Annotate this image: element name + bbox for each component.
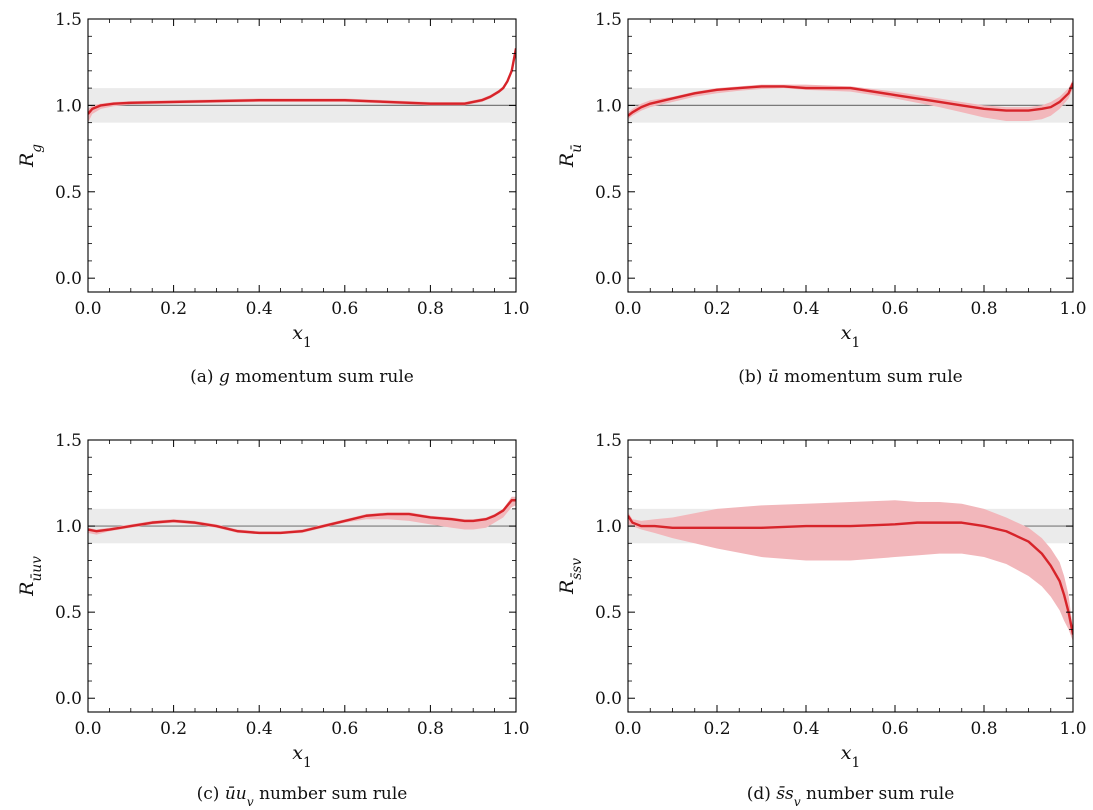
- y-axis-label-group: Rūuv: [16, 556, 45, 597]
- panel-b: 0.0 0.2 0.4 0.6 0.8 1.0 0.0 0.5 1.0 1.5 x1 Rū (b) ū …: [556, 10, 1087, 387]
- y-tick-label: 0.5: [55, 603, 82, 623]
- x-axis-label: x1: [292, 742, 311, 771]
- y-tick-label: 1.0: [55, 96, 82, 116]
- x-tick-label: 0.4: [246, 719, 273, 739]
- x-tick-label: 0.2: [160, 719, 187, 739]
- x-tick-label: 0.0: [614, 299, 641, 319]
- x-tick-label: 0.8: [417, 719, 444, 739]
- x-tick-label: 1.0: [502, 299, 529, 319]
- x-tick-label: 0.8: [970, 719, 997, 739]
- y-tick-label: 1.5: [595, 10, 622, 30]
- y-tick-label: 1.5: [595, 431, 622, 451]
- x-axis-label: x1: [841, 322, 860, 351]
- panel-caption: (d) s̄sv number sum rule: [747, 784, 955, 809]
- y-tick-label: 0.5: [595, 603, 622, 623]
- y-axis-label-group: Rg: [16, 144, 45, 168]
- x-tick-label: 0.4: [246, 299, 273, 319]
- x-tick-label: 0.0: [614, 719, 641, 739]
- uncertainty-envelope: [628, 79, 1073, 121]
- central-value-line: [628, 82, 1073, 117]
- axes-frame: [87, 18, 517, 293]
- y-axis-label: Rg: [16, 144, 45, 168]
- central-value-line: [628, 515, 1073, 635]
- y-axis-label-group: Rs̄sv: [556, 558, 585, 595]
- y-axis-label-group: Rū: [556, 144, 585, 168]
- y-tick-label: 0.5: [55, 183, 82, 203]
- x-tick-label: 1.0: [1059, 719, 1086, 739]
- x-tick-label: 0.6: [331, 299, 358, 319]
- axes-frame: [87, 439, 517, 713]
- x-tick-label: 0.6: [881, 299, 908, 319]
- x-tick-label: 1.0: [502, 719, 529, 739]
- y-tick-label: 1.0: [595, 96, 622, 116]
- y-axis-label: Rūuv: [16, 556, 45, 597]
- x-tick-label: 0.8: [417, 299, 444, 319]
- panel-c: 0.0 0.2 0.4 0.6 0.8 1.0 0.0 0.5 1.0 1.5 x1 Rūuv (c) …: [16, 431, 530, 809]
- y-axis-label: Rū: [556, 144, 585, 168]
- panel-a: 0.0 0.2 0.4 0.6 0.8 1.0 0.0 0.5 1.0 1.5 x1 Rg (a) g …: [16, 10, 530, 387]
- panel-caption: (a) g momentum sum rule: [190, 367, 414, 387]
- y-tick-label: 0.0: [55, 689, 82, 709]
- panel-caption: (b) ū momentum sum rule: [738, 367, 962, 387]
- x-tick-label: 0.8: [970, 299, 997, 319]
- x-axis-label: x1: [292, 322, 311, 351]
- x-tick-label: 1.0: [1059, 299, 1086, 319]
- y-tick-label: 1.5: [55, 10, 82, 30]
- central-value-line: [88, 48, 516, 115]
- y-tick-label: 0.0: [595, 689, 622, 709]
- central-value-line: [88, 499, 516, 535]
- axes-frame: [627, 439, 1074, 713]
- x-tick-label: 0.6: [331, 719, 358, 739]
- x-tick-label: 0.2: [160, 299, 187, 319]
- y-tick-label: 1.0: [595, 517, 622, 537]
- uncertainty-envelope: [628, 500, 1073, 642]
- y-tick-label: 1.5: [55, 431, 82, 451]
- x-tick-label: 0.0: [74, 719, 101, 739]
- x-tick-label: 0.2: [703, 299, 730, 319]
- panel-caption: (c) ūuv number sum rule: [197, 784, 408, 809]
- x-axis-label: x1: [841, 742, 860, 771]
- x-tick-label: 0.0: [74, 299, 101, 319]
- axes-frame: [627, 18, 1074, 293]
- x-tick-label: 0.4: [792, 299, 819, 319]
- y-tick-label: 0.0: [55, 269, 82, 289]
- x-tick-label: 0.2: [703, 719, 730, 739]
- x-tick-label: 0.4: [792, 719, 819, 739]
- x-tick-label: 0.6: [881, 719, 908, 739]
- y-tick-label: 0.5: [595, 183, 622, 203]
- y-axis-label: Rs̄sv: [556, 558, 585, 595]
- panel-d: 0.0 0.2 0.4 0.6 0.8 1.0 0.0 0.5 1.0 1.5 x1 Rs̄sv (d)…: [556, 431, 1087, 809]
- y-tick-label: 1.0: [55, 517, 82, 537]
- y-tick-label: 0.0: [595, 269, 622, 289]
